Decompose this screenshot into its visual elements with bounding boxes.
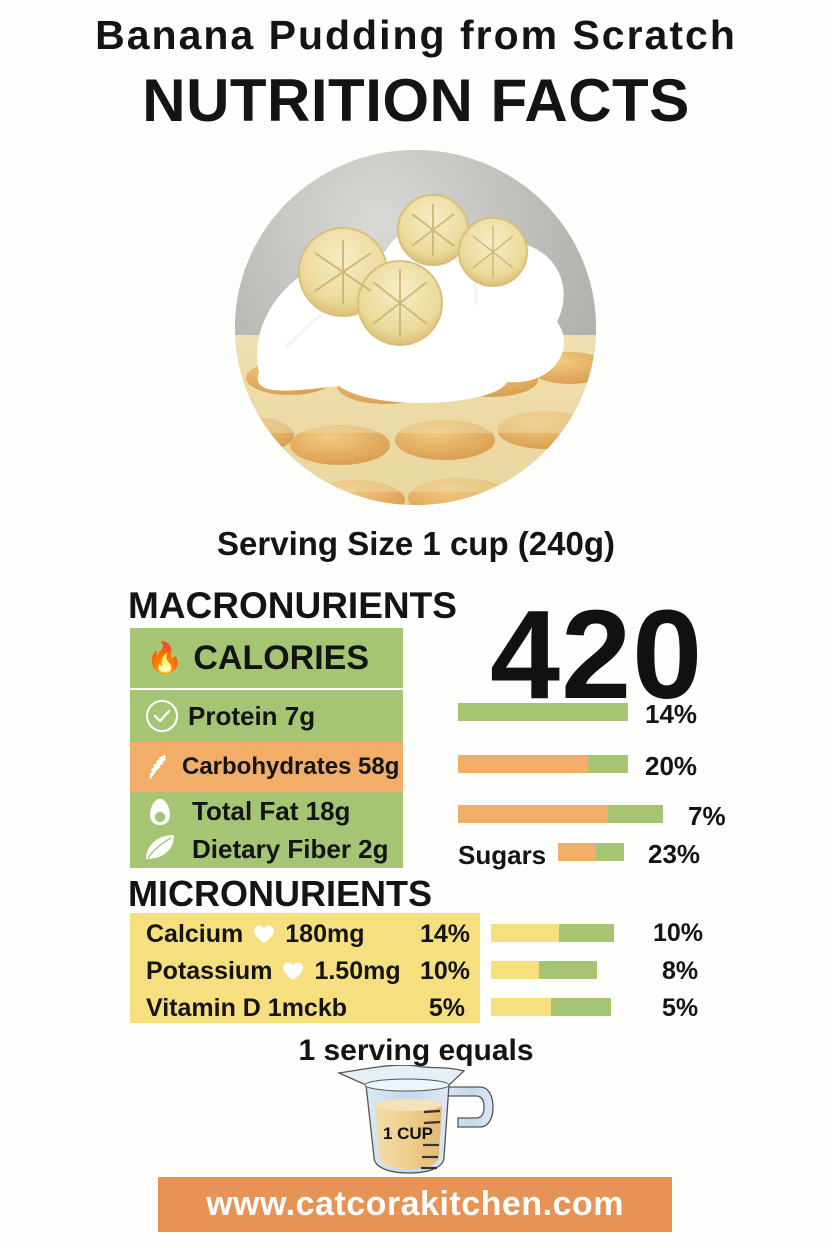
svg-text:1 CUP: 1 CUP — [383, 1124, 433, 1143]
